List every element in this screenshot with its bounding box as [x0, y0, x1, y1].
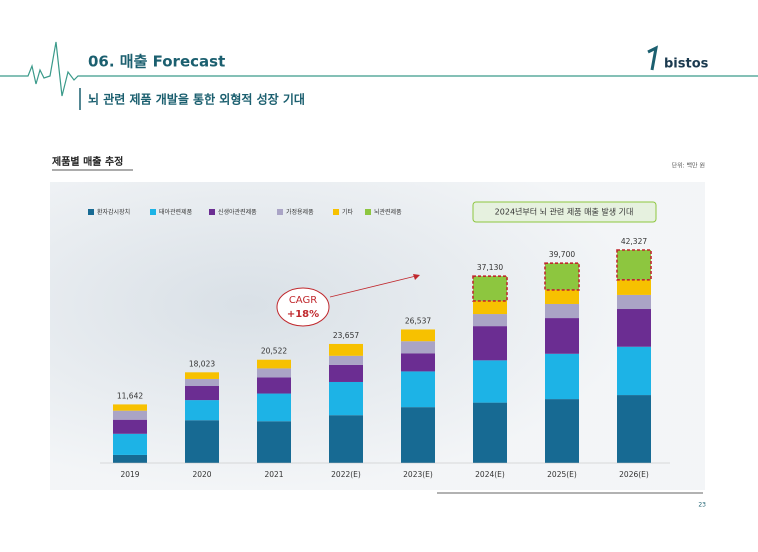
legend-label: 신생아관련제품 [218, 208, 257, 216]
bar-segment [257, 377, 291, 394]
bar-segment [401, 371, 435, 408]
plot: 환자감시장치 태아관련제품 신생아관련제품 가정용제품 기타 뇌관련제품 11,642 201… [88, 208, 670, 479]
header-line [0, 41, 758, 97]
bar-segment [617, 279, 651, 295]
bar-segment [329, 343, 363, 356]
cagr-label: CAGR [289, 295, 317, 306]
bar-segment [257, 359, 291, 369]
bar-segment [257, 368, 291, 378]
x-tick-label: 2023(E) [403, 470, 433, 479]
total-label: 23,657 [333, 331, 359, 340]
x-tick-label: 2019 [120, 470, 139, 479]
bar-segment [185, 420, 219, 463]
unit: 단위: 백만 원 [672, 162, 705, 170]
bar-segment [473, 314, 507, 327]
x-tick-label: 2025(E) [547, 470, 577, 479]
bar-segment [401, 407, 435, 463]
bar-segment [544, 262, 580, 291]
bar-segment [185, 372, 219, 379]
bar-segment [472, 275, 508, 302]
legend-label: 가정용제품 [286, 208, 314, 216]
x-tick-label: 2024(E) [475, 470, 505, 479]
bar-segment [185, 378, 219, 387]
cagr-ellipse [276, 287, 330, 327]
legend-swatch [365, 209, 371, 215]
page-number: 23 [698, 502, 706, 509]
x-tick-label: 2026(E) [619, 470, 649, 479]
total-label: 11,642 [117, 391, 143, 400]
bar-segment [473, 360, 507, 403]
bar-segment [473, 402, 507, 463]
bar-segment [617, 294, 651, 310]
cagr-arrowhead [413, 274, 420, 280]
section-title: 06. 매출 Forecast [88, 53, 225, 71]
bar-segment [545, 289, 579, 304]
bar-segment [329, 355, 363, 365]
total-label: 20,522 [261, 347, 287, 356]
logo: bistos [664, 57, 709, 72]
total-label: 26,537 [405, 316, 431, 325]
chart-background [50, 182, 705, 490]
cagr-arrow [329, 275, 417, 298]
bar-segment [545, 353, 579, 400]
bar-segment [545, 399, 579, 463]
legend-swatch [277, 209, 283, 215]
bar-segment [113, 404, 147, 411]
subtitle: 뇌 관련 제품 개발을 통한 외형적 성장 기대 [88, 92, 305, 107]
bar-segment [113, 410, 147, 420]
bar-segment [401, 341, 435, 354]
logo-mark [647, 45, 659, 71]
legend-swatch [150, 209, 156, 215]
bar-segment [473, 326, 507, 361]
bar-segment [257, 393, 291, 422]
bar-segment [185, 386, 219, 401]
bar-segment [185, 400, 219, 421]
legend-swatch [333, 209, 339, 215]
bar-segment [401, 329, 435, 342]
legend-label: 태아관련제품 [159, 208, 193, 216]
bar-segment [257, 421, 291, 463]
bar-segment [473, 300, 507, 315]
bar-segment [329, 415, 363, 463]
legend-label: 뇌관련제품 [374, 208, 402, 216]
bar-segment [617, 309, 651, 347]
callout: 2024년부터 뇌 관련 제품 매출 발생 기대 [495, 207, 634, 217]
chart-title: 제품별 매출 추정 [52, 155, 123, 168]
total-label: 37,130 [477, 263, 503, 272]
bar-segment [545, 318, 579, 354]
legend-label: 환자감시장치 [97, 208, 130, 216]
bar-segment [545, 303, 579, 319]
bar-segment [617, 395, 651, 463]
bar-segment [329, 364, 363, 382]
legend-swatch [209, 209, 215, 215]
bar-segment [329, 381, 363, 416]
bar-segment [113, 454, 147, 463]
cagr-value: +18% [287, 309, 319, 320]
x-tick-label: 2021 [264, 470, 283, 479]
legend-label: 기타 [342, 208, 354, 216]
bar-segment [113, 419, 147, 434]
bar-segment [113, 433, 147, 455]
callout-box [472, 201, 657, 223]
total-label: 42,327 [621, 237, 647, 246]
bar-segment [616, 249, 652, 281]
legend-swatch [88, 209, 94, 215]
bar-segment [617, 346, 651, 396]
x-tick-label: 2020 [192, 470, 211, 479]
bar-segment [401, 353, 435, 372]
total-label: 39,700 [549, 250, 575, 259]
total-label: 18,023 [189, 359, 215, 368]
x-tick-label: 2022(E) [331, 470, 361, 479]
